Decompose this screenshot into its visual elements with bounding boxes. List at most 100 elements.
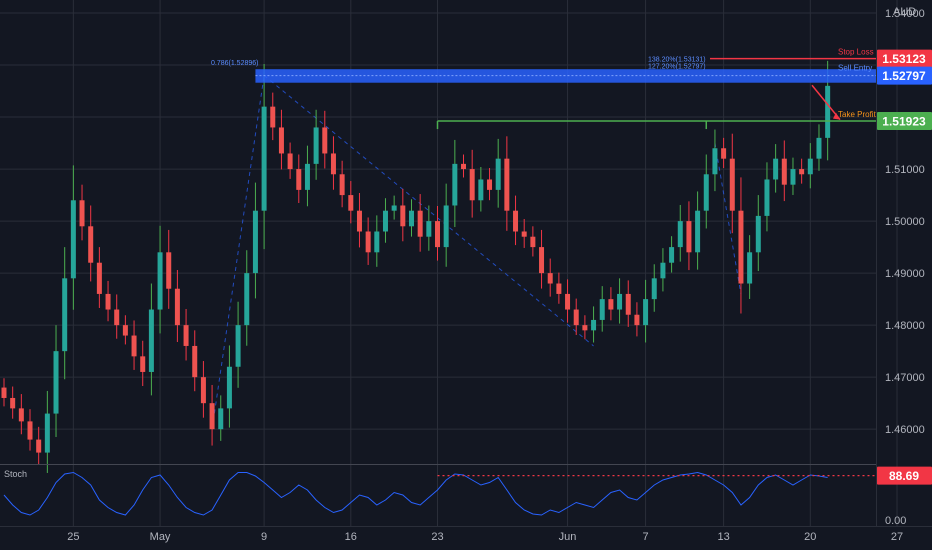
price-tick-label: 1.49000 bbox=[885, 268, 925, 280]
time-tick-label[interactable]: 7 bbox=[643, 531, 649, 543]
candle-body bbox=[530, 236, 536, 248]
candle-body bbox=[70, 200, 76, 279]
candle-body bbox=[799, 169, 805, 175]
candle-body bbox=[625, 293, 631, 315]
candle-body bbox=[122, 325, 128, 336]
fib-stop-label: 138.20%(1.53131) bbox=[648, 57, 706, 64]
currency-label: AUD bbox=[893, 6, 916, 18]
stoch-value-box bbox=[877, 466, 932, 485]
candle-body bbox=[773, 158, 779, 180]
candle-body bbox=[27, 421, 33, 440]
price-tick-label: 1.48000 bbox=[885, 320, 925, 332]
candle-body bbox=[157, 252, 163, 310]
candle-body bbox=[478, 179, 484, 201]
candle-body bbox=[469, 169, 475, 201]
candle-body bbox=[513, 210, 519, 232]
candle-body bbox=[148, 309, 154, 372]
trade-arrow-head bbox=[833, 112, 840, 120]
time-tick-label[interactable]: May bbox=[150, 531, 171, 543]
candle-body bbox=[807, 158, 813, 175]
candle-body bbox=[105, 293, 111, 310]
candle-body bbox=[304, 163, 310, 190]
candle-body bbox=[79, 200, 85, 227]
candle-body bbox=[443, 205, 449, 248]
sell-entry-text: Sell Entry bbox=[838, 64, 872, 73]
candle-body bbox=[547, 273, 553, 284]
price-labels: 1.53123 1.52797 1.51923 bbox=[877, 49, 932, 131]
candle-body bbox=[192, 345, 198, 378]
candle-body bbox=[816, 137, 822, 159]
stop-loss-price-text: 1.53123 bbox=[882, 52, 926, 66]
candle-body bbox=[599, 299, 605, 320]
time-tick-label[interactable]: Jun bbox=[559, 531, 577, 543]
candle-body bbox=[1, 387, 7, 398]
candle-body bbox=[426, 221, 432, 237]
candle-body bbox=[36, 439, 42, 453]
candle-body bbox=[703, 174, 709, 211]
candle-body bbox=[721, 148, 727, 159]
candle-body bbox=[764, 179, 770, 216]
candle-body bbox=[296, 169, 302, 190]
candle-body bbox=[755, 215, 761, 253]
candle-body bbox=[591, 319, 597, 331]
time-tick-label[interactable]: 23 bbox=[431, 531, 443, 543]
time-tick-label[interactable]: 27 bbox=[891, 531, 903, 543]
candle-body bbox=[322, 127, 328, 154]
candle-body bbox=[738, 210, 744, 284]
candle-body bbox=[313, 127, 319, 164]
candle-body bbox=[556, 283, 562, 294]
stoch-label: Stoch bbox=[4, 469, 27, 479]
candle-body bbox=[218, 408, 224, 430]
candles bbox=[1, 60, 831, 473]
candle-body bbox=[504, 158, 510, 211]
candle-body bbox=[287, 153, 293, 170]
candle-body bbox=[235, 325, 241, 367]
candle-body bbox=[183, 325, 189, 346]
candle-body bbox=[114, 309, 120, 326]
candle-body bbox=[729, 158, 735, 211]
trade-levels: 0.786(1.52896) 127.20%(1.52797) Sell Entry… bbox=[211, 48, 877, 130]
candle-body bbox=[573, 309, 579, 326]
time-ticks[interactable]: 25 May 9 16 23 Jun 7 13 20 27 bbox=[67, 531, 903, 543]
price-tick-label: 1.54000 bbox=[885, 8, 925, 20]
time-tick-label[interactable]: 25 bbox=[67, 531, 79, 543]
candle-body bbox=[174, 288, 180, 326]
take-profit-price-text: 1.51923 bbox=[882, 115, 926, 129]
time-tick-label[interactable]: 13 bbox=[717, 531, 729, 543]
stoch-value-label: 88.69 bbox=[889, 469, 919, 483]
candle-body bbox=[330, 153, 336, 175]
candle-body bbox=[565, 293, 571, 310]
candle-body bbox=[226, 366, 232, 409]
candle-body bbox=[400, 205, 406, 227]
candle-body bbox=[487, 179, 493, 190]
fib-sell-label: 127.20%(1.52797) bbox=[648, 64, 706, 71]
candle-body bbox=[617, 293, 623, 310]
candle-body bbox=[252, 210, 258, 274]
time-tick-label[interactable]: 20 bbox=[804, 531, 816, 543]
candle-body bbox=[677, 221, 683, 248]
candle-body bbox=[660, 262, 666, 279]
sell-entry-price-box bbox=[877, 66, 932, 85]
time-tick-label[interactable]: 16 bbox=[345, 531, 357, 543]
take-profit-price-box bbox=[877, 112, 932, 131]
stop-loss-text: Stop Loss bbox=[838, 48, 874, 57]
candle-body bbox=[18, 408, 24, 422]
candle-body bbox=[712, 148, 718, 175]
pattern-lines bbox=[211, 75, 742, 430]
stop-loss-price-box bbox=[877, 49, 932, 68]
price-tick-label: 1.47000 bbox=[885, 372, 925, 384]
candle-body bbox=[634, 314, 640, 326]
price-tick-label: 1.51000 bbox=[885, 164, 925, 176]
candle-body bbox=[781, 158, 787, 185]
price-tick-label: 1.50000 bbox=[885, 216, 925, 228]
candle-body bbox=[417, 210, 423, 237]
candle-body bbox=[669, 247, 675, 263]
candle-body bbox=[435, 221, 440, 248]
candle-body bbox=[582, 325, 588, 331]
candle-body bbox=[686, 221, 692, 253]
stoch-tick-label: 0.00 bbox=[885, 515, 906, 527]
time-tick-label[interactable]: 9 bbox=[261, 531, 267, 543]
pattern-leg bbox=[211, 75, 265, 430]
candle-body bbox=[131, 335, 137, 357]
